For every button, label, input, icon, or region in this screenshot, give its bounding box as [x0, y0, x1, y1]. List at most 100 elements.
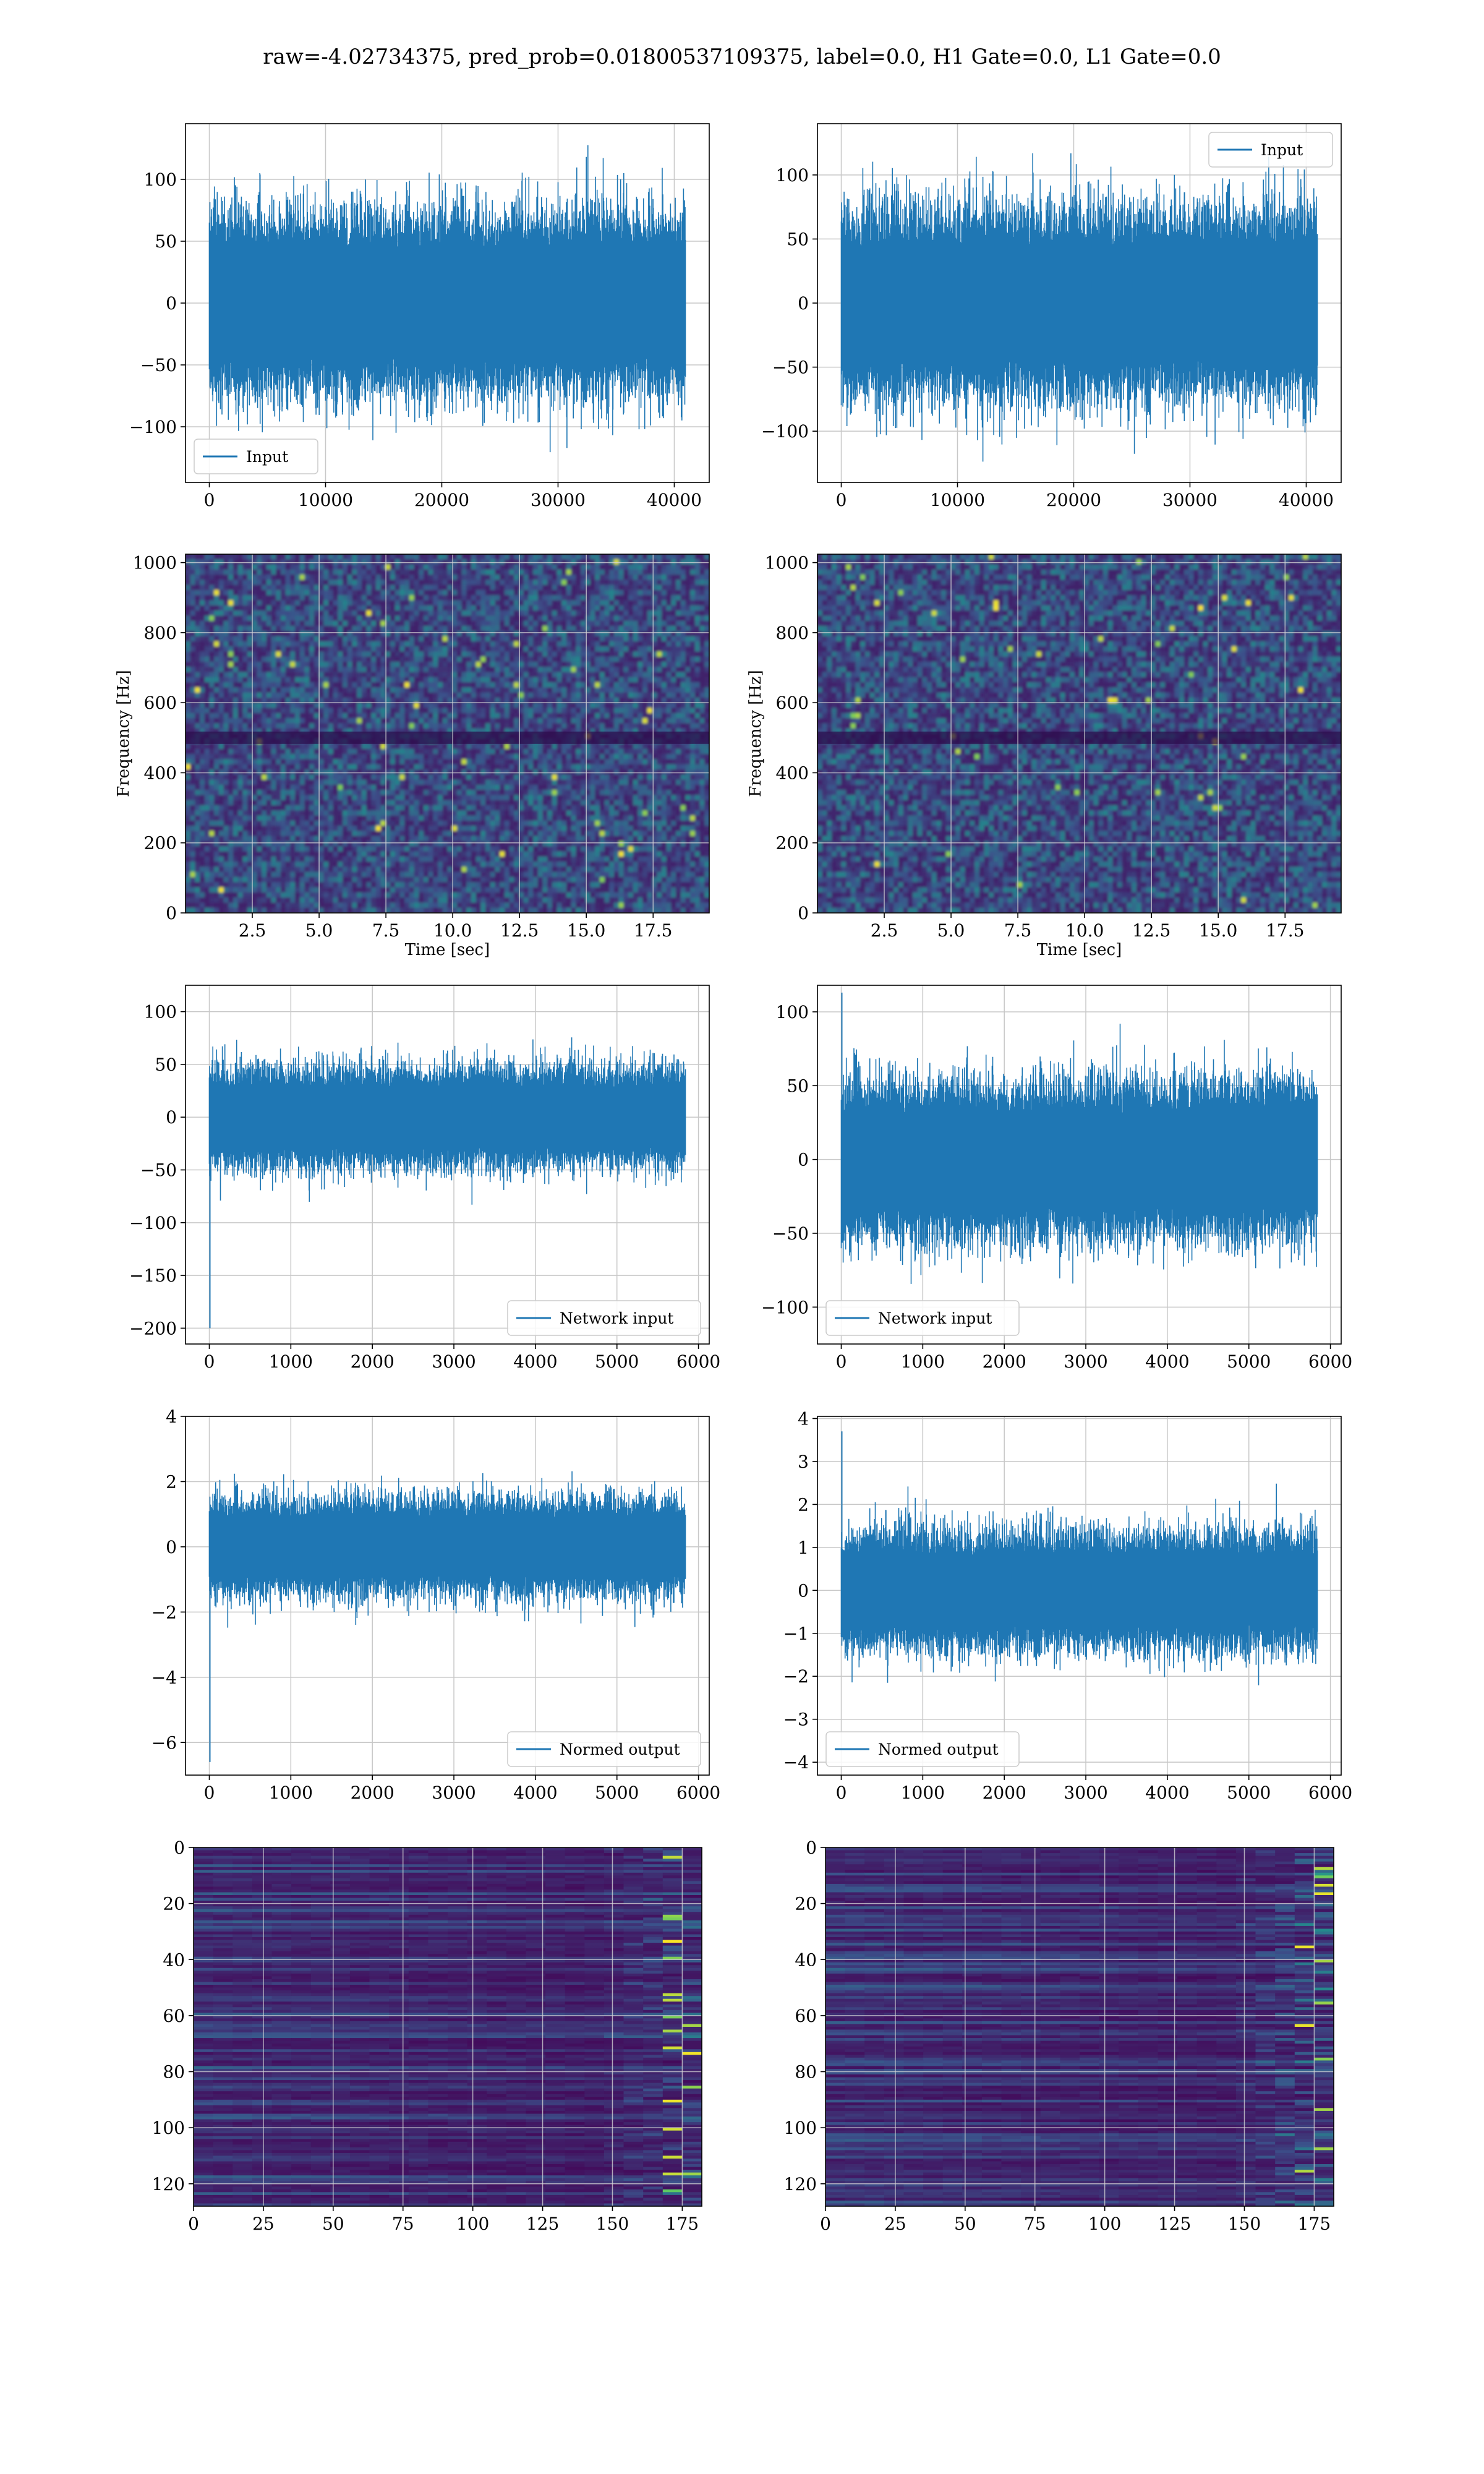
h1-spectrogram-cell [333, 651, 339, 657]
h1-spectrogram-cell [281, 554, 286, 560]
h1-spectrogram-cell [313, 871, 320, 878]
h1-spectrogram-cell [343, 897, 348, 904]
h1-spectrogram-cell [228, 805, 234, 811]
h1-input-ytick-label: 100 [144, 169, 177, 190]
h1-spectrogram-cell [447, 620, 453, 627]
h1-spectrogram-cell [485, 667, 491, 673]
h1-spectrogram-cell [333, 692, 339, 698]
h1-spectrogram-cell [380, 862, 386, 868]
h1-spectrogram-cell [190, 626, 196, 632]
h1-spectrogram-cell [442, 862, 448, 868]
h1-spectrogram-cell [394, 584, 401, 591]
h1-spectrogram-cell [399, 641, 405, 647]
h1-spectrogram-cell [357, 646, 362, 653]
h1-spectrogram-cell [419, 718, 424, 724]
h1-spectrogram-cell [380, 779, 386, 785]
h1-spectrogram-cell [399, 620, 405, 627]
h1-spectrogram-cell [228, 641, 234, 647]
h1-spectrogram-cell [281, 907, 286, 913]
l1-input-plot-area [817, 124, 1341, 482]
h1-spectrogram-cell [313, 784, 320, 790]
h1-spectrogram-cell [399, 626, 405, 632]
h1-spectrogram-cell [352, 620, 357, 627]
h1-spectrogram-cell [195, 600, 200, 606]
h1-spectrogram-cell [509, 728, 515, 734]
h1-spectrogram-cell [262, 846, 267, 852]
h1-spectrogram-cell [285, 595, 291, 601]
h1-spectrogram-cell [242, 887, 248, 893]
h1-spectrogram-cell [419, 575, 424, 581]
h1-spectrogram-cell [242, 743, 248, 750]
h1-spectrogram-cell [452, 646, 458, 653]
h1-spectrogram-cell [504, 743, 510, 750]
h1-spectrogram-cell [447, 841, 453, 847]
h1-spectrogram-cell [242, 867, 248, 873]
h1-spectrogram-cell [262, 836, 267, 842]
h1-spectrogram-cell [475, 800, 482, 806]
h1-spectrogram-cell [290, 703, 296, 709]
h1-spectrogram-cell [190, 836, 196, 842]
h1-spectrogram-cell [352, 672, 357, 678]
h1-spectrogram-cell [357, 795, 362, 801]
h1-input-legend: Input [194, 439, 318, 474]
h1-spectrogram-cell [461, 826, 467, 832]
h1-spectrogram-cell [385, 877, 391, 883]
h1-spectrogram-cell [380, 907, 386, 913]
h1-spectrogram-cell [323, 882, 329, 888]
h1-spectrogram-cell [233, 764, 239, 770]
h1-spectrogram-cell [466, 882, 472, 888]
h1-spectrogram-cell [204, 774, 210, 781]
h1-spectrogram-cell [490, 682, 496, 688]
h1-spectrogram-cell [394, 723, 401, 729]
h1-spectrogram-cell [195, 862, 200, 868]
h1-spectrogram-cell [490, 795, 496, 801]
h1-spectrogram-cell [262, 902, 267, 909]
h1-spectrogram-cell [461, 764, 467, 770]
h1-spectrogram-cell [419, 672, 424, 678]
h1-spectrogram-cell [366, 856, 372, 862]
h1-spectrogram-cell [313, 831, 320, 837]
h1-spectrogram-cell [404, 667, 410, 673]
h1-spectrogram-cell [433, 769, 438, 776]
h1-spectrogram-cell [343, 759, 348, 765]
h1-spectrogram-cell [318, 723, 325, 729]
h1-spectrogram-cell [438, 662, 443, 668]
h1-spectrogram-cell [228, 708, 234, 714]
h1-spectrogram-cell [318, 564, 325, 570]
h1-spectrogram-cell [237, 836, 244, 842]
h1-spectrogram-cell [361, 610, 367, 617]
h1-spectrogram-cell [328, 897, 334, 904]
h1-spectrogram-cell [223, 784, 229, 790]
h1-spectrogram-cell [394, 569, 401, 575]
h1-spectrogram-cell [361, 677, 367, 683]
h1-spectrogram-cell [323, 677, 329, 683]
h1-spectrogram-cell [333, 764, 339, 770]
h1-spectrogram-cell [433, 713, 438, 719]
h1-spectrogram-cell [218, 713, 224, 719]
h1-spectrogram-cell [237, 728, 244, 734]
h1-spectrogram-cell [257, 595, 262, 601]
h1-spectrogram-cell [338, 667, 343, 673]
h1-spectrogram-cell [228, 871, 234, 878]
h1-spectrogram-cell [471, 595, 477, 601]
h1-spectrogram-cell [218, 877, 224, 883]
h1-spectrogram-cell [438, 631, 443, 637]
h1-spectrogram-cell [471, 743, 477, 750]
h1-spectrogram-cell [475, 708, 482, 714]
h1-spectrogram-cell [214, 902, 220, 909]
h1-spectrogram-cell [504, 902, 510, 909]
h1-spectrogram-cell [304, 698, 310, 704]
h1-spectrogram-cell [299, 708, 305, 714]
h1-spectrogram-cell [419, 841, 424, 847]
h1-spectrogram-cell [257, 677, 262, 683]
h1-spectrogram-cell [295, 600, 301, 606]
h1-spectrogram-cell [500, 841, 505, 847]
h1-spectrogram-cell [200, 651, 205, 657]
h1-spectrogram-cell [461, 703, 467, 709]
h1-spectrogram-cell [281, 646, 286, 653]
h1-spectrogram-cell [228, 584, 234, 591]
h1-spectrogram-cell [404, 646, 410, 653]
h1-spectrogram-cell [281, 605, 286, 611]
h1-spectrogram-cell [228, 626, 234, 632]
h1-spectrogram-cell [485, 800, 491, 806]
